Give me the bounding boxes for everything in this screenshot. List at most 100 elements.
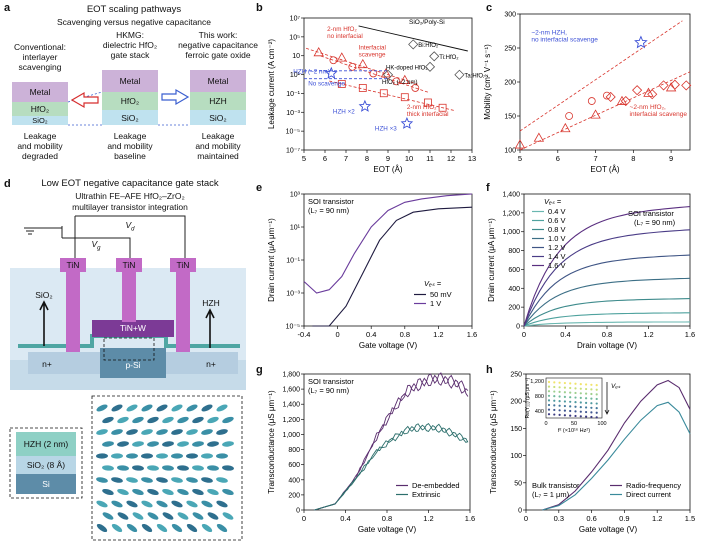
col3-metal-label: Metal	[190, 76, 246, 86]
legend-hzh: ~2-nm HZH,	[531, 29, 567, 36]
legend-label-e: 1 V	[430, 299, 441, 308]
x-tick-label-f: 0.8	[602, 330, 612, 339]
inset-point	[559, 382, 561, 384]
y-tick-label-b: 10⁻⁷	[286, 148, 300, 155]
col2-metal-label: Metal	[102, 76, 158, 86]
legend-hfo2: interfacial scavenge	[630, 111, 688, 118]
col1-hfo2-label: HfO₂	[12, 104, 68, 114]
ref-point	[430, 52, 439, 61]
inset-arrow-label: Vₑₛ	[611, 383, 621, 390]
panel-f: f 0 0.4 0.8 1.2 1.6 1,400 1,200 1,000 800 600 400 2…	[484, 180, 701, 360]
inset-point	[559, 405, 561, 407]
inset-point	[585, 388, 587, 390]
y-tick-label-h: 150	[510, 426, 522, 433]
mobility-point-circle	[566, 113, 573, 120]
inset-point	[585, 402, 587, 404]
y-tick-label-c: 100	[504, 148, 516, 155]
arrow-right-icon	[162, 90, 188, 104]
y-tick-label-g: 1,600	[282, 387, 300, 394]
y-tick-label-g: 600	[288, 462, 300, 469]
contact-label-left: TiN	[60, 260, 86, 270]
inset-point	[590, 407, 592, 409]
chart-e-sub: (L₇ = 90 nm)	[308, 206, 350, 215]
mobility-point-diamond	[633, 86, 642, 95]
y-tick-label-g: 400	[288, 477, 300, 484]
legend-label-f: 0.4 V	[548, 207, 566, 216]
inset-point	[590, 393, 592, 395]
x-tick-label-b: 8	[365, 154, 369, 163]
legend-title-e: Vₑₛ =	[424, 279, 442, 288]
x-tick-label-e: 1.2	[433, 330, 443, 339]
x-tick-label-g: 0.8	[382, 514, 392, 523]
x-axis-label-c: EOT (Å)	[590, 165, 620, 174]
inset-point	[596, 384, 598, 386]
inset-point	[574, 401, 576, 403]
x-tick-label-c: 8	[631, 154, 635, 163]
inset-point	[596, 416, 598, 418]
hzh-point-label: HZH ×2	[333, 108, 355, 115]
panel-label-f: f	[486, 182, 490, 194]
x-tick-label-b: 9	[386, 154, 390, 163]
chart-h-title: Bulk transistor	[532, 481, 580, 490]
inset-point	[585, 383, 587, 385]
x-tick-label-g: 1.2	[423, 514, 433, 523]
inset-point	[564, 396, 566, 398]
circuit-wires	[30, 216, 185, 258]
inset-ylabel: Re(Y₂₂) (μS μm⁻¹)	[525, 377, 531, 418]
legend-label-g: De-embedded	[412, 481, 460, 490]
inset-point	[553, 400, 555, 402]
y-tick-label-b: 10⁷	[290, 16, 301, 23]
hzh-label: HZH	[196, 298, 226, 308]
mobility-point-diamond	[682, 81, 691, 90]
inset-xtick: 50	[571, 421, 577, 427]
x-tick-label-h: 0.6	[586, 514, 596, 523]
hzh-star-icon	[402, 118, 412, 128]
ref-point-label: HK-doped HfO₂	[386, 65, 428, 71]
y-tick-label-f: 600	[508, 267, 520, 274]
inset-point	[596, 412, 598, 414]
inset-point	[569, 396, 571, 398]
region-nplus-right: n+	[196, 359, 226, 369]
x-axis-label-f: Drain voltage (V)	[577, 341, 637, 350]
x-tick-label-h: 0	[524, 514, 528, 523]
y-tick-label-h: 250	[510, 372, 522, 379]
panel-e: e -0.4 0 0.4 0.8 1.2 1.6 10³ 10¹ 10⁻¹ 10⁻³ 10⁻⁵ Gat…	[254, 180, 484, 360]
chart-c: 5 6 7 8 9300250200150100EOT (Å)Mobility (cm²…	[484, 0, 701, 180]
panel-label-c: c	[486, 2, 492, 14]
chart-e: -0.4 0 0.4 0.8 1.2 1.610³10¹10⁻¹10⁻³10⁻⁵Gate …	[254, 180, 484, 360]
panel-label-h: h	[486, 364, 493, 376]
y-tick-label-c: 300	[504, 12, 516, 19]
panel-g: g 0 0.4 0.8 1.2 1.6 1,800 1,600 1,400 1,200 1,000…	[254, 362, 484, 542]
inset-point	[596, 402, 598, 404]
y-tick-label-c: 150	[504, 114, 516, 121]
inset-point	[548, 395, 550, 397]
inset-point	[553, 413, 555, 415]
y-tick-label-f: 1,400	[502, 192, 520, 199]
x-tick-label-c: 5	[518, 154, 522, 163]
inset-point	[569, 387, 571, 389]
inset-point	[548, 399, 550, 401]
inset-point	[580, 401, 582, 403]
inset-point	[585, 406, 587, 408]
ref-point-label: Ta:HfO₂	[464, 73, 484, 79]
y-tick-label-e: 10⁻³	[286, 291, 300, 298]
inset-point	[548, 413, 550, 415]
no-scavenge-label: No scavenge	[308, 80, 345, 87]
legend-label-f: 1.4 V	[548, 252, 566, 261]
sio2-label: SiO₂	[24, 290, 64, 300]
inset-point	[569, 410, 571, 412]
mobility-point-circle	[588, 98, 595, 105]
y-tick-label-f: 200	[508, 305, 520, 312]
inset-point	[569, 401, 571, 403]
x-tick-label-b: 7	[344, 154, 348, 163]
inset-point	[548, 386, 550, 388]
x-tick-label-g: 0	[302, 514, 306, 523]
x-tick-label-e: 1.6	[467, 330, 477, 339]
inset-xlabel: f² (×10¹⁶ Hz²)	[558, 427, 590, 434]
gm-curve	[314, 424, 468, 510]
inset-point	[596, 407, 598, 409]
chart-e-title: SOI transistor	[308, 197, 354, 206]
y-axis-label-c: Mobility (cm² V⁻¹ s⁻¹)	[484, 44, 492, 120]
y-tick-label-f: 400	[508, 286, 520, 293]
col3-footer: Leakage and mobility maintained	[180, 131, 256, 161]
